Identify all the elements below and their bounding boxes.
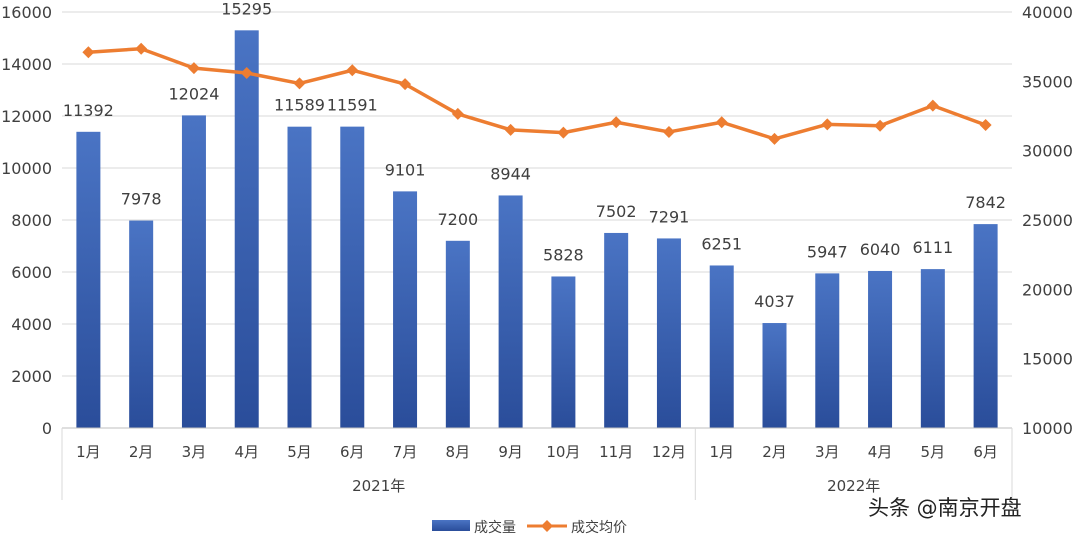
right-tick-label: 25000 — [1022, 211, 1073, 230]
category-label: 5月 — [921, 443, 946, 461]
line-marker — [874, 119, 887, 132]
data-label: 9101 — [385, 160, 426, 179]
category-label: 12月 — [652, 443, 686, 461]
line-marker — [135, 42, 148, 55]
bar — [498, 195, 523, 428]
category-label: 11月 — [599, 443, 633, 461]
left-tick-label: 8000 — [11, 211, 52, 230]
legend-swatch-bar — [432, 520, 470, 531]
line-marker — [979, 119, 992, 132]
line-marker — [187, 62, 200, 75]
line-marker — [451, 107, 464, 120]
category-label: 5月 — [287, 443, 312, 461]
category-label: 10月 — [546, 443, 580, 461]
year-label: 2021年 — [352, 477, 405, 495]
right-tick-label: 10000 — [1022, 419, 1073, 438]
data-label: 7502 — [596, 202, 637, 221]
left-tick-label: 0 — [42, 419, 52, 438]
category-label: 1月 — [709, 443, 734, 461]
left-tick-label: 2000 — [11, 367, 52, 386]
category-label: 2月 — [129, 443, 154, 461]
data-label: 5828 — [543, 245, 584, 264]
category-label: 2月 — [762, 443, 787, 461]
line-marker — [926, 99, 939, 112]
left-tick-label: 4000 — [11, 315, 52, 334]
bar — [868, 270, 893, 428]
bar — [815, 273, 840, 428]
data-label: 11591 — [327, 96, 378, 115]
data-label: 7200 — [437, 210, 478, 229]
line-marker — [82, 46, 95, 59]
right-tick-label: 15000 — [1022, 350, 1073, 369]
left-tick-label: 6000 — [11, 263, 52, 282]
year-label: 2022年 — [827, 477, 880, 495]
data-label: 7291 — [649, 207, 690, 226]
category-label: 3月 — [815, 443, 840, 461]
line-marker — [399, 78, 412, 91]
category-label: 7月 — [393, 443, 418, 461]
right-tick-label: 20000 — [1022, 280, 1073, 299]
left-tick-label: 12000 — [1, 107, 52, 126]
watermark: 头条 @南京开盘 — [868, 496, 1022, 520]
data-label: 12024 — [168, 84, 219, 103]
data-label: 11589 — [274, 96, 325, 115]
line-marker — [504, 123, 517, 136]
bar — [973, 224, 998, 428]
data-label: 6040 — [860, 240, 901, 259]
data-label: 11392 — [63, 101, 114, 120]
bar — [604, 232, 629, 428]
bar — [762, 323, 787, 428]
right-tick-label: 30000 — [1022, 142, 1073, 161]
bar — [393, 191, 418, 428]
right-tick-label: 40000 — [1022, 3, 1073, 22]
category-label: 6月 — [340, 443, 365, 461]
category-label: 3月 — [182, 443, 207, 461]
bar — [129, 220, 154, 428]
line-marker — [821, 118, 834, 131]
right-tick-label: 35000 — [1022, 72, 1073, 91]
bar — [656, 238, 681, 428]
line-marker — [715, 116, 728, 129]
category-label: 4月 — [868, 443, 893, 461]
bar — [445, 240, 470, 428]
category-label: 9月 — [498, 443, 523, 461]
data-label: 6111 — [912, 238, 953, 257]
data-label: 4037 — [754, 292, 795, 311]
legend-label: 成交量 — [474, 519, 516, 536]
left-tick-label: 10000 — [1, 159, 52, 178]
data-label: 8944 — [490, 164, 531, 183]
data-label: 7978 — [121, 190, 162, 209]
legend-label: 成交均价 — [571, 519, 627, 536]
bar — [551, 276, 576, 428]
bar — [76, 131, 101, 429]
category-label: 1月 — [76, 443, 101, 461]
legend-marker — [541, 520, 553, 532]
category-label: 6月 — [973, 443, 998, 461]
category-label: 4月 — [234, 443, 259, 461]
data-label: 6251 — [701, 234, 742, 253]
line-marker — [346, 64, 359, 77]
line-marker — [557, 126, 570, 139]
data-label: 5947 — [807, 242, 848, 261]
line-marker — [768, 132, 781, 145]
line-marker — [610, 116, 623, 129]
left-tick-label: 14000 — [1, 55, 52, 74]
bar — [287, 126, 312, 428]
line-marker — [662, 125, 675, 138]
line-marker — [240, 67, 253, 80]
bar — [340, 126, 365, 428]
line-series — [88, 46, 987, 141]
left-tick-label: 16000 — [1, 3, 52, 22]
bar — [709, 265, 734, 428]
data-label: 15295 — [221, 0, 272, 18]
bar — [234, 30, 259, 429]
category-label: 8月 — [446, 443, 471, 461]
bar — [181, 115, 206, 428]
line-marker — [293, 77, 306, 90]
data-label: 7842 — [965, 193, 1006, 212]
bar — [920, 269, 945, 428]
